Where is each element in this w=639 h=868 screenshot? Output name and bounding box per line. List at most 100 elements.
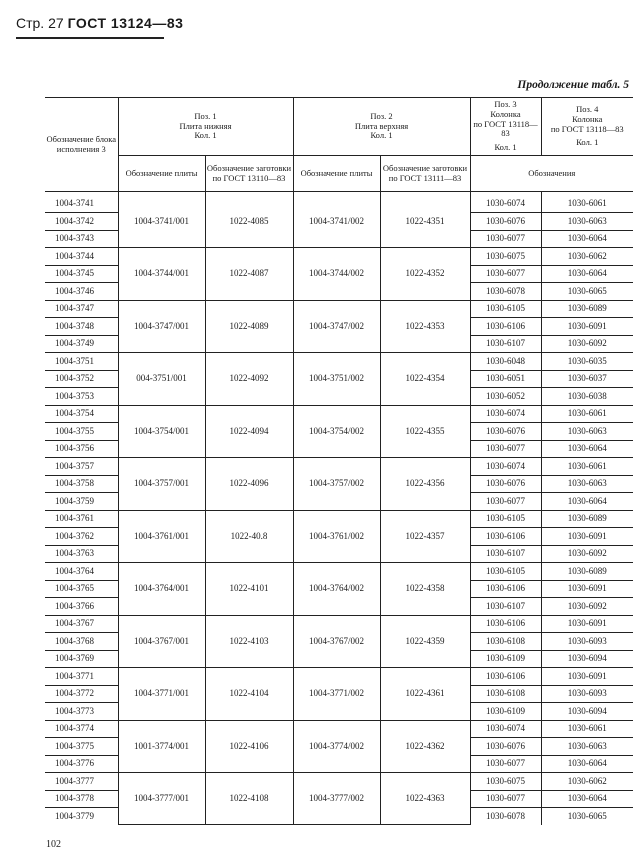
pos3-column-cell: 1030-6106 <box>469 667 542 686</box>
pos4-column-cell: 1030-6094 <box>540 702 634 721</box>
pos4-column-cell: 1030-6064 <box>540 265 634 283</box>
table-row: 1004-3774 1001-3774/001 1022-4106 1004-3774… <box>45 720 634 773</box>
block-code-cell: 1004-3746 <box>45 282 118 301</box>
block-designation-header: Обозначение блока исполнения 3 <box>45 97 118 192</box>
pos3-column-cell: 1030-6108 <box>469 685 542 703</box>
pos3-column-cell: 1030-6106 <box>469 615 542 633</box>
lower-plate-cell: 1004-3761/001 <box>117 510 205 563</box>
upper-plate-blank-cell: 1022-4352 <box>379 247 471 301</box>
block-code-cell: 1004-3768 <box>45 632 118 651</box>
standard-number: ГОСТ 13124—83 <box>67 15 184 31</box>
table-continuation-label: Продолжение табл. 5 <box>517 79 629 91</box>
lower-plate-cell: 1004-3744/001 <box>117 247 205 301</box>
upper-plate-cell: 1004-3761/002 <box>292 510 381 563</box>
pos3-column-cell: 1030-6077 <box>469 265 542 283</box>
block-code-cell: 1004-3749 <box>45 335 118 353</box>
pos4-column-cell: 1030-6065 <box>540 282 634 301</box>
pos3-column-cell: 1030-6109 <box>469 702 542 721</box>
pos4-column-cell: 1030-6063 <box>540 212 634 231</box>
pos4-column-cell: 1030-6089 <box>540 300 634 318</box>
upper-plate-cell: 1004-3774/002 <box>292 720 381 773</box>
upper-plate-cell: 1004-3767/002 <box>292 615 381 668</box>
upper-plate-blank-cell: 1022-4354 <box>379 352 471 406</box>
table-row: 1004-3763 1030-6107 1030-6092 <box>45 545 634 563</box>
table-row: 1004-3758 1030-6076 1030-6063 <box>45 475 634 493</box>
table-row: 1004-3771 1004-3771/001 1022-4104 1004-3771… <box>45 667 634 721</box>
block-code-cell: 1004-3774 <box>45 720 118 738</box>
designations-header: Обозначения <box>469 155 634 192</box>
pos4-column-cell: 1030-6091 <box>540 580 634 598</box>
upper-plate-cell: 1004-3747/002 <box>292 300 381 353</box>
block-code-cell: 1004-3748 <box>45 317 118 336</box>
pos4-column-cell: 1030-6064 <box>540 230 634 248</box>
upper-plate-cell: 1004-3757/002 <box>292 457 381 511</box>
table-row: 1004-3745 1030-6077 1030-6064 <box>45 265 634 283</box>
table-row: 1004-3752 1030-6051 1030-6037 <box>45 370 634 388</box>
pos3-column-cell: 1030-6078 <box>469 282 542 301</box>
pos4-column-cell: 1030-6061 <box>540 457 634 476</box>
pos4-column-cell: 1030-6089 <box>540 510 634 528</box>
upper-plate-blank-cell: 1022-4353 <box>379 300 471 353</box>
pos3-column-cell: 1030-6106 <box>469 527 542 546</box>
lower-plate-blank-cell: 1022-4087 <box>204 247 294 301</box>
upper-plate-blank-cell: 1022-4358 <box>379 562 471 616</box>
pos3-column-cell: 1030-6107 <box>469 545 542 563</box>
lower-plate-cell: 1001-3774/001 <box>117 720 205 773</box>
block-code-cell: 1004-3773 <box>45 702 118 721</box>
lower-plate-cell: 1004-3754/001 <box>117 405 205 458</box>
pos4-column-cell: 1030-6091 <box>540 527 634 546</box>
upper-plate-blank-cell: 1022-4359 <box>379 615 471 668</box>
block-code-cell: 1004-3779 <box>55 810 94 821</box>
table-row: 1004-3767 1004-3767/001 1022-4103 1004-3767… <box>45 615 634 668</box>
pos4-column-cell: 1030-6061 <box>540 195 634 213</box>
pos3-column-cell: 1030-6105 <box>469 300 542 318</box>
pos4-column-cell: 1030-6061 <box>540 405 634 423</box>
block-code-cell: 1004-3744 <box>45 247 118 266</box>
table-row: 1004-3776 1030-6077 1030-6064 <box>45 755 634 773</box>
block-code-cell: 1004-3766 <box>45 597 118 616</box>
lower-plate-cell: 1004-3767/001 <box>117 615 205 668</box>
pos1-plate-header: Обозначение плиты <box>117 155 205 192</box>
lower-plate-blank-cell: 1022-4101 <box>204 562 294 616</box>
block-code-cell: 1004-3765 <box>45 580 118 598</box>
table-row: 1004-3764 1004-3764/001 1022-4101 1004-3764… <box>45 562 634 616</box>
page-header: Стр. 27 ГОСТ 13124—83 <box>16 14 183 32</box>
block-code-cell: 1004-3752 <box>45 370 118 388</box>
pos3-column-cell: 1030-6076 <box>469 422 542 441</box>
block-code-cell: 1004-3745 <box>45 265 118 283</box>
pos4-column-cell: 1030-6065 <box>540 807 634 825</box>
block-code-cell: 1004-3741 <box>45 195 118 213</box>
table-row: 1004-3759 1030-6077 1030-6064 <box>45 492 634 511</box>
table-row: 1004-3754 1004-3754/001 1022-4094 1004-3754… <box>45 405 634 458</box>
table-row: 1004-3742 1030-6076 1030-6063 <box>45 212 634 231</box>
lower-plate-blank-cell: 1022-4096 <box>204 457 294 511</box>
block-code-cell: 1004-3778 <box>45 790 118 808</box>
pos4-column-cell: 1030-6089 <box>540 562 634 581</box>
pos3-column-cell: 1030-6076 <box>469 475 542 493</box>
page-number: 102 <box>46 839 61 850</box>
block-code-cell: 1004-3775 <box>45 737 118 756</box>
pos4-column-cell: 1030-6093 <box>540 685 634 703</box>
table-body: 1004-3741 1004-3741/001 1022-4085 1004-3741… <box>45 195 634 825</box>
upper-plate-cell: 1004-3764/002 <box>292 562 381 616</box>
table-row: 1004-3744 1004-3744/001 1022-4087 1004-3744… <box>45 247 634 301</box>
table-row: 1004-3761 1004-3761/001 1022-40.8 1004-3761… <box>45 510 634 563</box>
lower-plate-blank-cell: 1022-40.8 <box>204 510 294 563</box>
table-row: 1004-3756 1030-6077 1030-6064 <box>45 440 634 458</box>
lower-plate-blank-cell: 1022-4108 <box>204 772 294 825</box>
pos3-column-cell: 1030-6077 <box>469 440 542 458</box>
pos3-column-cell: 1030-6075 <box>469 247 542 266</box>
pos3-column-cell: 1030-6105 <box>469 562 542 581</box>
upper-plate-blank-cell: 1022-4357 <box>379 510 471 563</box>
block-code-cell: 1004-3758 <box>45 475 118 493</box>
pos3-header: Поз. 3 Колонка по ГОСТ 13118—83 Кол. 1 <box>469 97 542 156</box>
lower-plate-cell: 1004-3757/001 <box>117 457 205 511</box>
block-code-cell: 1004-3771 <box>45 667 118 686</box>
upper-plate-blank-cell: 1022-4363 <box>379 772 471 825</box>
lower-plate-cell: 1004-3764/001 <box>117 562 205 616</box>
pos4-column-cell: 1030-6035 <box>540 352 634 371</box>
block-code-cell: 1004-3754 <box>45 405 118 423</box>
block-code-cell: 1004-3757 <box>45 457 118 476</box>
pos2-plate-header: Обозначение плиты <box>292 155 381 192</box>
pos3-column-cell: 1030-6074 <box>469 457 542 476</box>
